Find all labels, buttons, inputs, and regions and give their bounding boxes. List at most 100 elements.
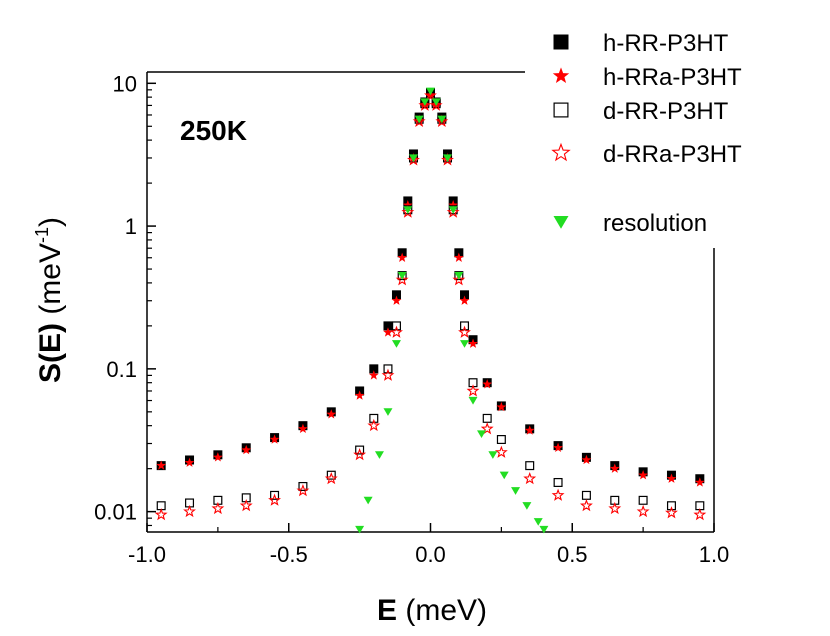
y-axis-title: S(E) (meV-1) — [32, 217, 67, 383]
h-rra-p3ht-point — [383, 327, 393, 337]
h-rra-p3ht-point — [298, 423, 308, 434]
h-rr-p3ht-point — [460, 290, 470, 300]
h-rra-p3ht-point — [391, 295, 402, 305]
y-axis-title-rest: (meV — [34, 243, 67, 323]
resolution-point — [355, 525, 365, 534]
x-ticks: -1.0 -0.5 0.0 0.5 1.0 — [128, 523, 729, 567]
d-rra-p3ht-point — [424, 88, 437, 102]
h-rra-p3ht-point — [609, 463, 620, 473]
legend-marker-d-rr-p3ht — [553, 102, 569, 118]
d-rra-p3ht-point — [551, 488, 565, 501]
d-rra-p3ht-point — [579, 498, 593, 512]
h-rra-p3ht-point — [368, 370, 379, 380]
h-rra-p3ht-point — [397, 252, 408, 262]
resolution-point — [374, 451, 384, 459]
d-rra-p3ht-point — [608, 501, 622, 515]
x-tick-label: 1.0 — [699, 542, 730, 567]
h-rra-p3ht-point — [694, 477, 705, 487]
d-rr-p3ht-point — [298, 481, 308, 491]
resolution-point — [533, 518, 543, 526]
h-rra-p3ht-point — [402, 200, 413, 210]
d-rra-p3ht-point — [441, 153, 454, 166]
resolution-point — [448, 206, 458, 214]
d-rra-p3ht-point — [183, 504, 196, 518]
h-rra-p3ht-point — [453, 252, 464, 262]
legend-marker-h-rra-p3ht — [552, 67, 570, 83]
h-rr-p3ht-point — [383, 321, 393, 331]
d-rra-p3ht-point — [239, 498, 253, 512]
d-rra-p3ht-point — [466, 384, 480, 397]
d-rra-p3ht-point — [268, 493, 282, 506]
d-rr-p3ht-point — [482, 413, 492, 423]
d-rra-p3ht-point — [418, 98, 432, 111]
resolution-point — [477, 430, 487, 439]
d-rr-p3ht-point — [326, 470, 336, 480]
d-rra-p3ht-point — [435, 114, 449, 127]
resolution-point — [443, 154, 453, 163]
h-rra-p3ht-point — [156, 460, 167, 470]
h-rra-p3ht-point — [354, 390, 365, 400]
resolution-point — [391, 340, 401, 348]
legend-label-d-rra-p3ht: d-RRa-P3HT — [603, 141, 742, 168]
h-rra-p3ht-point — [468, 338, 478, 348]
resolution-point — [383, 408, 393, 416]
legend-label-resolution: resolution — [603, 210, 707, 237]
resolution-point — [468, 396, 478, 405]
h-rra-p3ht-point — [524, 425, 535, 435]
d-rra-p3ht-point — [452, 273, 466, 286]
h-rra-p3ht-point — [184, 457, 195, 467]
h-rra-p3ht-point — [581, 454, 592, 465]
d-rra-p3ht-point — [523, 471, 537, 485]
y-axis-title-bold: S(E) — [34, 323, 67, 383]
y-tick-label: 10 — [113, 71, 137, 96]
series-resolution — [355, 87, 549, 534]
d-rr-p3ht-point — [270, 490, 280, 500]
resolution-point — [499, 471, 509, 480]
h-rra-p3ht-point — [459, 295, 470, 305]
d-rr-p3ht-point — [383, 364, 393, 374]
resolution-point — [454, 271, 464, 280]
h-rra-p3ht-point — [269, 434, 280, 444]
d-rr-p3ht-point — [525, 461, 535, 471]
y-ticks: 0.01 0.1 1 10 — [94, 71, 156, 527]
d-rra-p3ht-point — [353, 448, 367, 461]
resolution-point — [539, 525, 549, 534]
series-d-rra-p3ht — [154, 88, 707, 521]
x-axis-title-bold: E — [377, 594, 397, 627]
y-tick-label: 0.01 — [94, 500, 137, 525]
d-rra-p3ht-point — [693, 508, 707, 521]
d-rra-p3ht-point — [480, 422, 494, 435]
resolution-point — [420, 98, 430, 107]
legend-marker-d-rra-p3ht — [551, 142, 571, 162]
d-rr-p3ht-point — [581, 490, 591, 500]
y-axis-title-sup: -1 — [32, 227, 52, 243]
d-rra-p3ht-point — [154, 508, 168, 521]
h-rr-p3ht-point — [391, 290, 401, 300]
x-axis-title: E (meV) — [377, 594, 487, 627]
d-rra-p3ht-point — [458, 325, 471, 338]
h-rra-p3ht-point — [482, 379, 493, 389]
resolution-point — [460, 340, 470, 348]
legend-marker-resolution — [553, 216, 569, 229]
temperature-annotation: 250K — [180, 115, 247, 146]
d-rra-p3ht-point — [381, 368, 395, 381]
series-layer — [154, 87, 707, 534]
h-rra-p3ht-point — [496, 401, 507, 412]
d-rra-p3ht-point — [324, 471, 338, 485]
x-tick-label: -1.0 — [128, 542, 166, 567]
x-axis-title-rest: (meV) — [397, 594, 487, 627]
d-rra-p3ht-point — [412, 114, 426, 127]
h-rra-p3ht-point — [326, 409, 337, 419]
d-rra-p3ht-point — [407, 153, 420, 166]
h-rra-p3ht-point — [553, 442, 563, 452]
d-rr-p3ht-point — [496, 435, 506, 445]
resolution-point — [397, 271, 407, 280]
legend-marker-h-rr-p3ht — [553, 34, 569, 50]
resolution-point — [408, 154, 418, 163]
d-rra-p3ht-point — [494, 445, 508, 458]
y-axis-title-close: ) — [34, 217, 67, 227]
d-rr-p3ht-point — [460, 321, 470, 331]
d-rr-p3ht-point — [666, 501, 676, 511]
x-tick-label: 0.0 — [415, 542, 446, 567]
